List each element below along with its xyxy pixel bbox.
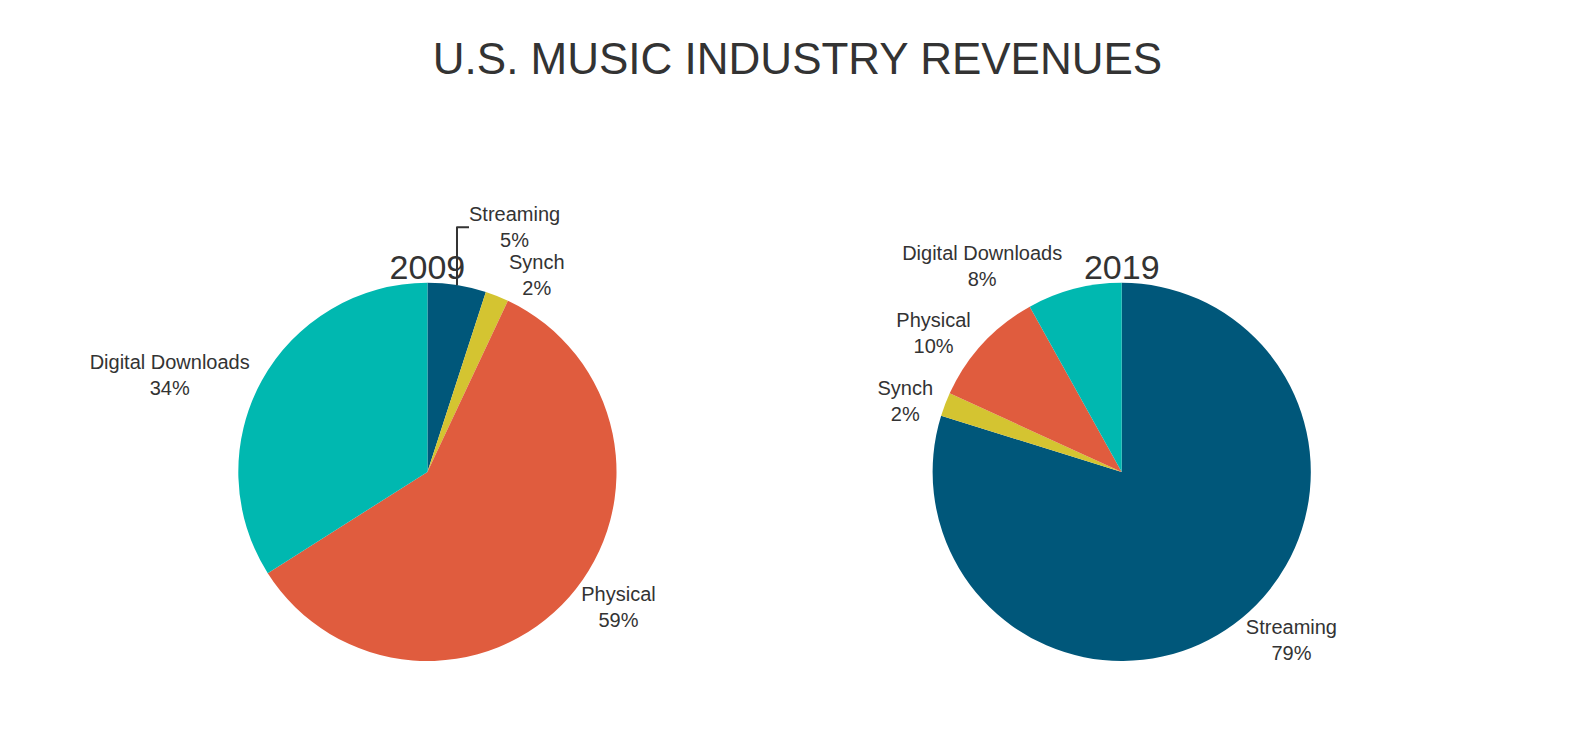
svg-text:Synch2%: Synch2% [509,251,565,299]
svg-text:Digital Downloads34%: Digital Downloads34% [90,351,250,399]
svg-text:Synch2%: Synch2% [877,377,933,425]
svg-text:U.S. MUSIC INDUSTRY REVENUES: U.S. MUSIC INDUSTRY REVENUES [433,34,1162,83]
svg-text:Physical59%: Physical59% [581,583,655,631]
svg-text:2009: 2009 [390,248,466,286]
svg-text:Digital Downloads8%: Digital Downloads8% [902,242,1062,290]
svg-text:Streaming5%: Streaming5% [469,203,560,251]
svg-text:2019: 2019 [1084,248,1160,286]
svg-text:Physical10%: Physical10% [896,309,970,357]
svg-text:Streaming79%: Streaming79% [1246,616,1337,664]
